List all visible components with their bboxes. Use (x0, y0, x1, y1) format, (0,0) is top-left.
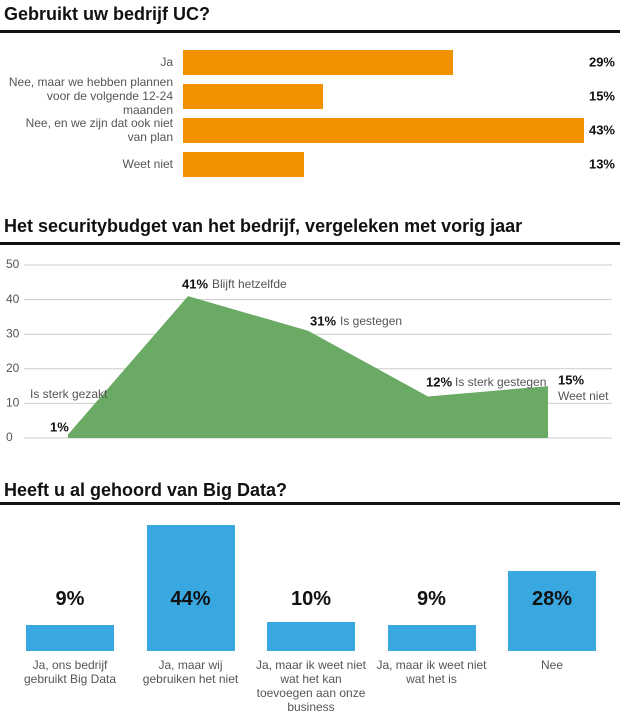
value-label: 1% (50, 419, 69, 434)
y-tick-label: 0 (6, 430, 13, 444)
y-tick-label: 50 (6, 257, 20, 271)
category-label: Nee, en we zijn dat ook niet van plan (25, 116, 173, 144)
category-label: Ja (160, 55, 173, 69)
value-label: 15% (588, 88, 615, 104)
title-rule (0, 242, 620, 245)
chart-title: Heeft u al gehoord van Big Data? (4, 480, 288, 500)
bar (508, 570, 596, 651)
bar (26, 625, 114, 651)
value-label: 9% (55, 588, 85, 610)
value-label: 12% (426, 374, 452, 389)
bar (183, 84, 323, 109)
bar (146, 525, 235, 651)
category-label: Ja, maar ik weet niet wat het kan toevoe… (255, 658, 367, 712)
category-label: Nee (540, 658, 563, 672)
bar (183, 50, 454, 75)
title-rule (0, 502, 620, 505)
y-tick-label: 40 (6, 292, 20, 306)
bar (267, 622, 355, 651)
value-label: 10% (290, 588, 332, 610)
category-label: Ja, maar wij gebruiken het niet (142, 658, 239, 686)
category-label: Weet niet (122, 157, 173, 171)
value-label: 31% (310, 313, 336, 328)
title-rule (0, 30, 620, 33)
category-label: Is sterk gezakt (30, 387, 108, 401)
value-label: 28% (531, 588, 573, 610)
y-tick-label: 20 (6, 361, 20, 375)
value-label: 29% (588, 54, 615, 70)
category-label: Ja, maar ik weet niet wat het is (376, 658, 487, 686)
y-tick-label: 30 (6, 326, 20, 340)
category-label: Is gestegen (340, 314, 402, 328)
category-label: Is sterk gestegen (455, 375, 546, 389)
value-label: 15% (558, 372, 584, 387)
area-chart: 0 10 20 30 40 50 1% Is sterk gezakt 41% Blijft he… (6, 257, 612, 444)
value-label: 41% (182, 276, 208, 291)
y-tick-label: 10 (6, 396, 20, 410)
category-label: Weet niet (558, 389, 609, 403)
value-label: 43% (588, 122, 615, 138)
chart-title: Gebruikt uw bedrijf UC? (4, 4, 211, 24)
category-label: Nee, maar we hebben plannen voor de volg… (8, 75, 173, 117)
bar (387, 625, 476, 651)
area (68, 296, 548, 438)
value-label: 13% (588, 156, 615, 172)
category-label: Ja, ons bedrijf gebruikt Big Data (23, 658, 117, 686)
value-label: 9% (417, 588, 446, 610)
chart-title: Het securitybudget van het bedrijf, verg… (4, 216, 523, 236)
category-label: Blijft hetzelfde (212, 277, 287, 291)
bar (183, 152, 305, 177)
bar (183, 118, 584, 143)
value-label: 44% (170, 588, 211, 610)
